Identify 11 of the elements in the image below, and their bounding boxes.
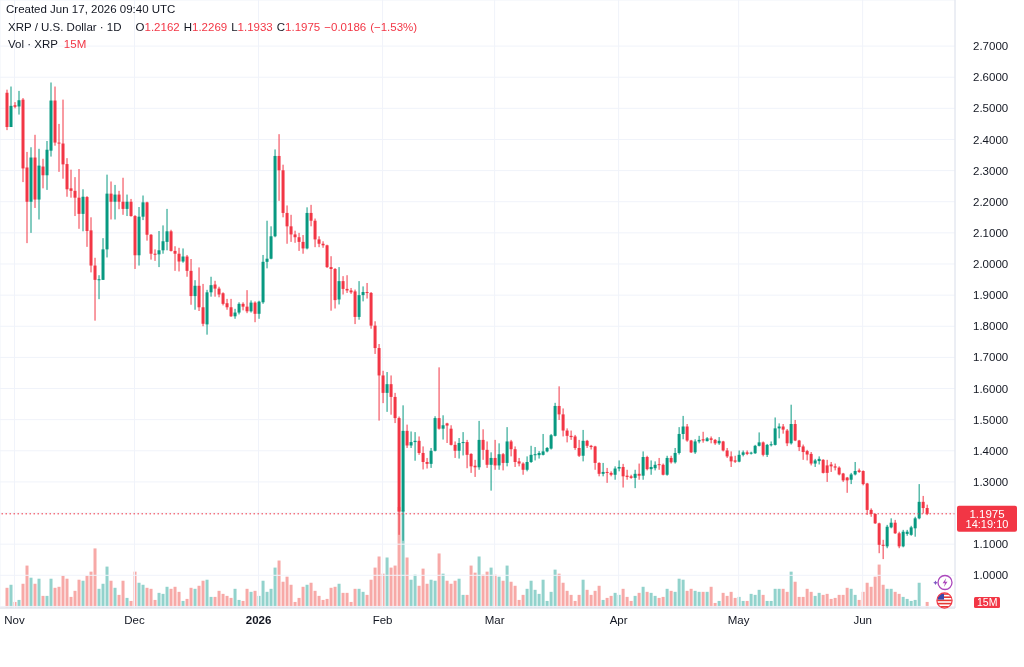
x-tick-label: 2026 xyxy=(245,614,272,626)
text: O1.2162 H1.2269 L1.1933 C1.1975 −0.0186 (−1.53%) xyxy=(135,21,418,33)
x-tick-label: Jun xyxy=(853,614,872,626)
x-tick-label: Nov xyxy=(4,614,25,626)
x-tick-label: May xyxy=(727,614,750,626)
x-tick-label: Mar xyxy=(484,614,505,626)
x-tick-label: Apr xyxy=(609,614,628,626)
x-tick-label: Feb xyxy=(372,614,393,626)
x-tick-label: Dec xyxy=(124,614,145,626)
text: XRP / U.S. Dollar · 1D xyxy=(8,21,122,33)
annotation: Created Jun 17, 2026 09:40 UTC xyxy=(6,3,176,15)
